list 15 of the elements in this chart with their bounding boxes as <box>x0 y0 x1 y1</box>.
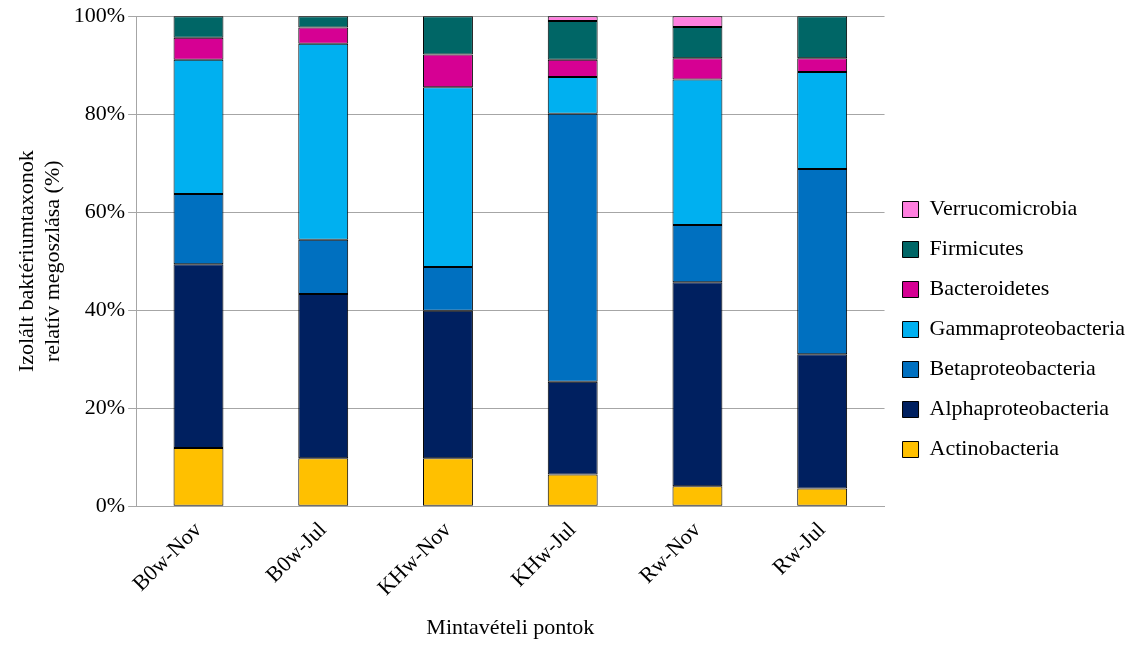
y-tick-label: 80% <box>84 99 126 125</box>
y-tick-label: 20% <box>84 394 126 420</box>
y-tick-label: 40% <box>84 296 126 322</box>
y-axis-title: Izolált baktériumtaxonok relatív megoszlása (%) <box>12 150 65 373</box>
y-tick-label: 100% <box>73 1 126 27</box>
legend-label: Verrucomicrobia <box>929 195 1078 221</box>
legend-label: Bacteroidetes <box>929 275 1050 301</box>
legend-label: Actinobacteria <box>929 435 1060 461</box>
legend-label: Gammaproteobacteria <box>929 315 1126 341</box>
legend-label: Firmicutes <box>929 235 1024 261</box>
y-tick-label: 60% <box>84 198 126 223</box>
x-axis-title: Mintavételi pontok <box>426 613 595 639</box>
legend-label: Alphaproteobacteria <box>929 395 1110 421</box>
legend-label: Betaproteobacteria <box>929 355 1096 381</box>
y-tick-label: 0% <box>95 492 126 518</box>
